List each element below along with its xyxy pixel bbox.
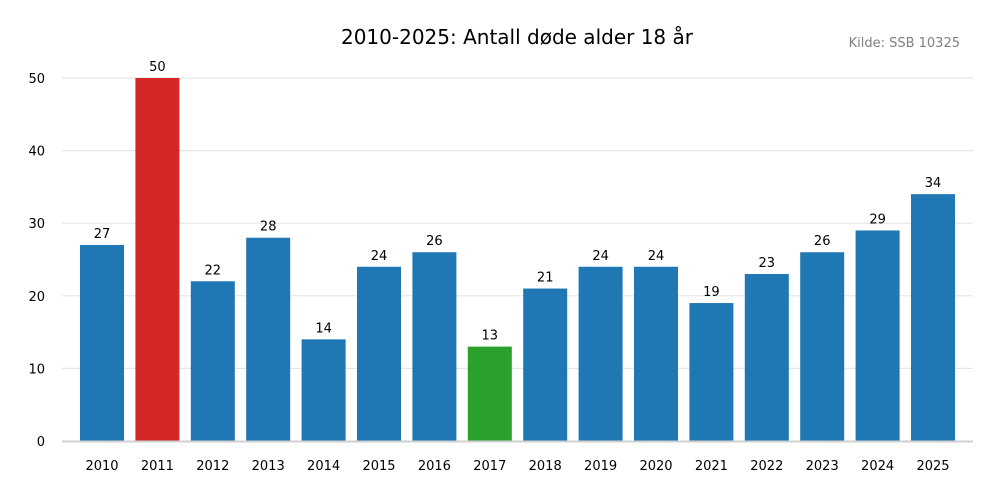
x-tick-label: 2013: [252, 459, 285, 474]
x-tick-label: 2025: [916, 459, 949, 474]
data-label: 19: [703, 285, 720, 300]
bar: [689, 303, 734, 441]
chart-title: 2010-2025: Antall døde alder 18 år: [341, 25, 694, 49]
bar: [578, 266, 623, 441]
x-tick-label: 2017: [473, 459, 506, 474]
data-label: 14: [315, 321, 332, 336]
x-tick-label: 2022: [750, 459, 783, 474]
bar: [80, 244, 124, 441]
data-label: 24: [371, 249, 388, 264]
axes: 0 10 20 30 40 50 2010 2011 2012 2013 2014 2015 2016 2…: [28, 72, 973, 474]
bars: [80, 78, 955, 441]
x-tick-label: 2021: [695, 459, 728, 474]
x-tick-label: 2011: [141, 459, 174, 474]
bar: [246, 237, 291, 441]
x-tick-label: 2024: [861, 459, 894, 474]
bar: [911, 194, 955, 441]
y-tick-label: 10: [28, 362, 45, 377]
bar: [301, 339, 346, 441]
data-label: 27: [94, 227, 111, 242]
bar: [412, 252, 457, 441]
x-tick-label: 2019: [584, 459, 617, 474]
x-tick-label: 2010: [85, 459, 118, 474]
x-tick-label: 2023: [806, 459, 839, 474]
y-tick-label: 50: [28, 72, 45, 87]
chart-source: Kilde: SSB 10325: [849, 36, 960, 51]
data-label: 24: [648, 249, 665, 264]
x-tick-label: 2020: [639, 459, 672, 474]
bar: [467, 346, 512, 441]
data-label: 28: [260, 220, 277, 235]
data-label: 26: [814, 234, 831, 249]
x-tick-label: 2014: [307, 459, 340, 474]
bar: [800, 252, 845, 441]
data-label: 26: [426, 234, 443, 249]
bar: [357, 266, 401, 441]
data-label: 21: [537, 271, 554, 286]
data-label: 24: [592, 249, 609, 264]
x-tick-label: 2018: [529, 459, 562, 474]
data-label: 23: [759, 256, 776, 271]
y-tick-label: 40: [28, 145, 45, 160]
x-tick-label: 2012: [196, 459, 229, 474]
bar: [634, 266, 678, 441]
y-tick-label: 30: [28, 217, 45, 232]
data-labels: 27 50 22 28 14 24 26 13 21 24 24 19 23 26 29 34: [94, 60, 942, 344]
data-label: 29: [869, 212, 886, 227]
bar: [135, 78, 180, 441]
data-label: 34: [925, 176, 942, 191]
bar: [190, 281, 235, 441]
bar: [523, 288, 568, 441]
y-tick-label: 20: [28, 290, 45, 305]
data-label: 50: [149, 60, 166, 75]
x-tick-label: 2015: [362, 459, 395, 474]
y-tick-label: 0: [37, 435, 45, 450]
x-tick-label: 2016: [418, 459, 451, 474]
data-label: 13: [482, 329, 499, 344]
bar: [744, 274, 789, 441]
data-label: 22: [205, 263, 222, 278]
bar: [855, 230, 900, 441]
